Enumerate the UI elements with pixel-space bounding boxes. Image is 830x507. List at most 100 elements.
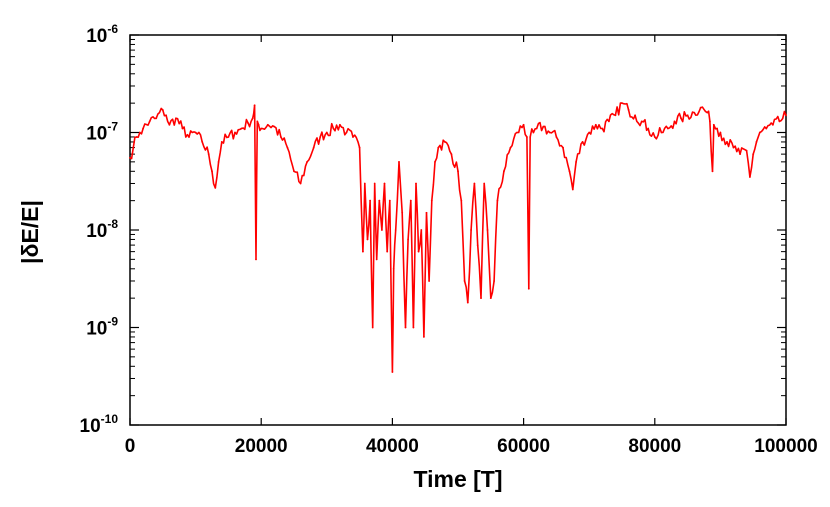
data-point bbox=[260, 127, 263, 130]
data-point bbox=[217, 161, 220, 163]
data-point bbox=[716, 127, 718, 130]
series-line bbox=[129, 102, 787, 373]
data-point bbox=[680, 117, 682, 120]
data-point bbox=[234, 131, 236, 134]
data-point bbox=[480, 297, 482, 299]
data-point bbox=[745, 149, 748, 152]
data-point bbox=[253, 104, 256, 107]
data-point bbox=[532, 131, 535, 134]
data-point bbox=[293, 170, 295, 173]
data-point bbox=[366, 238, 369, 241]
data-point bbox=[319, 136, 322, 138]
data-point bbox=[706, 111, 709, 114]
data-point bbox=[240, 127, 243, 130]
data-point bbox=[673, 120, 676, 123]
data-point bbox=[207, 153, 210, 156]
data-point bbox=[709, 120, 711, 123]
data-point bbox=[732, 146, 735, 149]
data-point bbox=[373, 182, 376, 185]
x-tick-label: 100000 bbox=[754, 436, 817, 457]
y-tick-label: 10-7 bbox=[86, 120, 118, 145]
data-point bbox=[362, 250, 364, 253]
data-point bbox=[214, 187, 217, 189]
data-point bbox=[660, 131, 663, 134]
data-point bbox=[392, 267, 395, 270]
data-point bbox=[434, 161, 436, 163]
data-point bbox=[404, 326, 407, 329]
y-axis-ticks: 10-10 10-9 10-8 10-7 10-6 bbox=[80, 22, 786, 437]
data-point bbox=[280, 136, 282, 138]
data-point bbox=[752, 153, 755, 156]
x-tick-label: 20000 bbox=[235, 436, 288, 457]
data-point bbox=[345, 131, 348, 134]
data-point bbox=[381, 229, 383, 231]
data-point bbox=[667, 127, 669, 130]
data-point bbox=[473, 182, 476, 185]
data-point bbox=[555, 136, 558, 138]
x-axis-ticks: 0 20000 40000 60000 80000 100000 bbox=[125, 35, 818, 457]
x-tick-label: 0 bbox=[125, 436, 136, 457]
data-point bbox=[463, 280, 466, 282]
y-tick-label: 10-6 bbox=[86, 22, 118, 47]
data-point bbox=[503, 170, 505, 173]
data-point bbox=[653, 136, 656, 138]
data-point bbox=[286, 146, 289, 149]
data-point bbox=[339, 123, 341, 126]
data-point bbox=[132, 146, 135, 149]
data-point bbox=[496, 199, 499, 202]
data-point bbox=[412, 326, 415, 329]
data-point bbox=[407, 238, 409, 241]
data-point bbox=[135, 136, 138, 138]
data-point bbox=[739, 153, 741, 156]
data-point bbox=[273, 125, 276, 128]
data-point bbox=[423, 336, 425, 338]
data-point bbox=[686, 114, 689, 117]
data-point bbox=[409, 199, 412, 202]
data-point bbox=[457, 170, 459, 173]
data-point bbox=[614, 114, 617, 117]
data-point bbox=[388, 199, 391, 202]
data-point bbox=[608, 120, 610, 123]
data-point bbox=[363, 182, 366, 185]
data-point bbox=[749, 176, 751, 178]
data-point bbox=[148, 120, 151, 123]
data-point bbox=[371, 326, 374, 329]
x-tick-label: 80000 bbox=[628, 436, 681, 457]
data-point bbox=[526, 136, 528, 138]
data-point bbox=[401, 211, 404, 214]
data-point bbox=[325, 131, 328, 134]
data-point bbox=[562, 146, 564, 149]
data-point bbox=[428, 280, 430, 282]
data-point bbox=[483, 182, 486, 185]
data-point bbox=[647, 127, 650, 130]
data-point bbox=[211, 170, 213, 173]
data-point bbox=[175, 117, 177, 120]
data-point bbox=[332, 127, 335, 130]
x-tick-label: 40000 bbox=[366, 436, 419, 457]
data-point bbox=[220, 141, 223, 143]
data-point bbox=[699, 106, 702, 109]
data-point bbox=[711, 170, 714, 173]
data-point bbox=[161, 109, 164, 111]
data-point bbox=[194, 131, 197, 134]
data-point bbox=[785, 114, 787, 117]
data-point bbox=[168, 123, 171, 126]
data-point bbox=[778, 120, 781, 123]
y-tick-label: 10-8 bbox=[86, 217, 118, 242]
data-point bbox=[726, 141, 728, 143]
data-point bbox=[383, 182, 386, 185]
data-point bbox=[378, 199, 381, 202]
data-point bbox=[765, 127, 768, 130]
data-point bbox=[155, 117, 158, 120]
data-point bbox=[306, 161, 308, 163]
data-point bbox=[266, 123, 269, 126]
data-point bbox=[594, 123, 597, 126]
data-point bbox=[312, 146, 315, 149]
data-point bbox=[369, 199, 371, 202]
series-layer bbox=[129, 102, 787, 373]
data-point bbox=[358, 146, 361, 149]
data-point bbox=[394, 229, 397, 231]
data-point bbox=[627, 109, 630, 111]
data-point bbox=[493, 280, 495, 282]
